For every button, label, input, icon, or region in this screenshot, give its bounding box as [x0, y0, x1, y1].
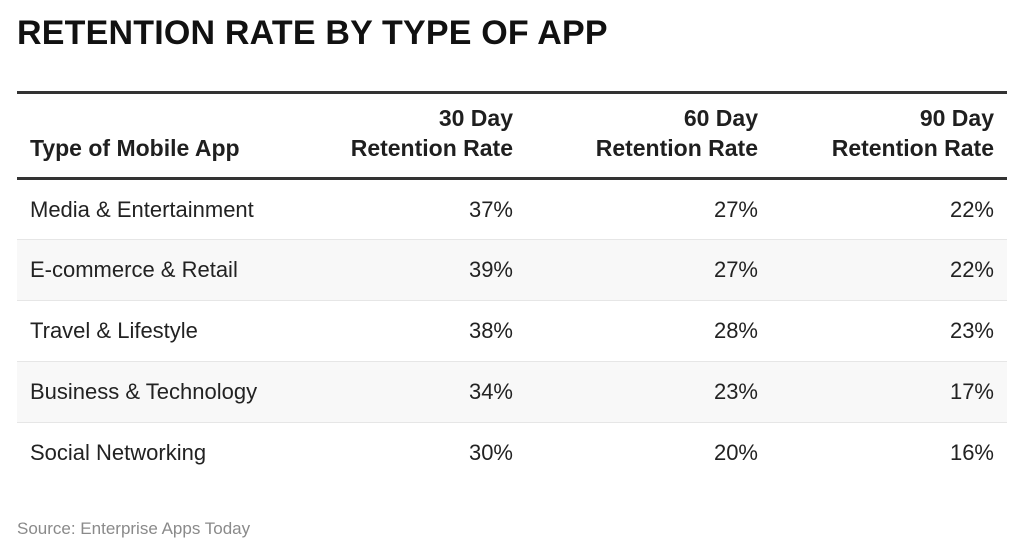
cell-90-day: 22%: [771, 178, 1007, 240]
cell-30-day: 37%: [271, 178, 526, 240]
column-header-type-label: Type of Mobile App: [30, 135, 240, 161]
cell-90-day: 22%: [771, 239, 1007, 301]
column-header-90-day-line1: 90 Day: [919, 105, 994, 131]
cell-30-day: 30%: [468, 440, 513, 466]
table-row: E-commerce & Retail 39% 27% 22%: [17, 239, 1007, 301]
cell-app-type: E-commerce & Retail: [17, 239, 271, 301]
column-header-60-day-line2: Retention Rate: [595, 135, 758, 161]
header-row: Type of Mobile App 30 Day Retention Rate…: [17, 91, 1007, 180]
column-header-60-day: 60 Day Retention Rate: [526, 91, 771, 180]
column-header-60-day-line1: 60 Day: [683, 105, 758, 131]
cell-60-day: 23%: [526, 361, 771, 423]
cell-30-day: 39%: [271, 239, 526, 301]
cell-30-day: 34%: [271, 361, 526, 423]
cell-60-day: 28%: [526, 300, 771, 362]
cell-90-day: 16%: [949, 440, 994, 466]
column-header-90-day-line2: Retention Rate: [831, 135, 994, 161]
retention-table: Type of Mobile App 30 Day Retention Rate…: [17, 91, 1007, 484]
table-row: Social Networking 30% 20% 16%: [17, 423, 1007, 484]
table-row: Business & Technology 34% 23% 17%: [17, 361, 1007, 423]
table-row: Travel & Lifestyle 38% 28% 23%: [17, 300, 1007, 362]
chart-title: RETENTION RATE BY TYPE OF APP: [17, 14, 608, 52]
cell-app-type: Media & Entertainment: [17, 178, 271, 240]
table-body: Media & Entertainment 37% 27% 22% E-comm…: [17, 178, 1007, 484]
column-header-30-day-line1: 30 Day: [438, 105, 513, 131]
table-row: Media & Entertainment 37% 27% 22%: [17, 178, 1007, 240]
column-header-30-day-line2: Retention Rate: [350, 135, 513, 161]
cell-60-day: 20%: [713, 440, 758, 466]
column-header-type: Type of Mobile App: [17, 91, 271, 180]
column-header-90-day: 90 Day Retention Rate: [771, 91, 1007, 180]
cell-60-day: 27%: [526, 239, 771, 301]
cell-30-day: 38%: [271, 300, 526, 362]
table-header: Type of Mobile App 30 Day Retention Rate…: [17, 91, 1007, 180]
cell-90-day: 17%: [771, 361, 1007, 423]
cell-app-type: Travel & Lifestyle: [17, 300, 271, 362]
column-header-30-day: 30 Day Retention Rate: [271, 91, 526, 180]
cell-app-type: Social Networking: [30, 440, 207, 466]
source-note: Source: Enterprise Apps Today: [17, 519, 251, 538]
cell-90-day: 23%: [771, 300, 1007, 362]
cell-60-day: 27%: [526, 178, 771, 240]
cell-app-type: Business & Technology: [17, 361, 271, 423]
